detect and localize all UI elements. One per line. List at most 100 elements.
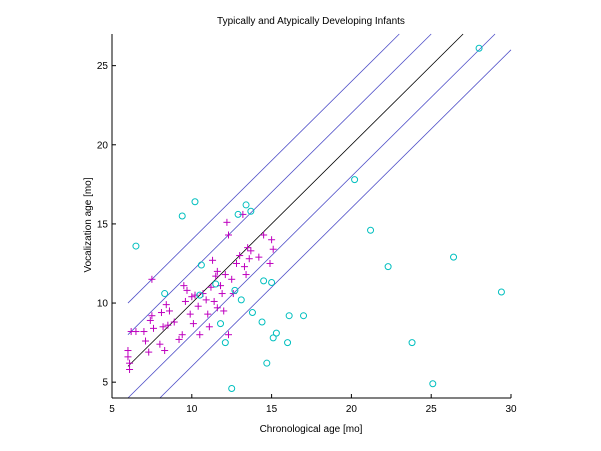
circle-marker-14: [247, 207, 255, 215]
cross-marker-0: [124, 347, 132, 355]
cross-marker-10: [148, 312, 156, 320]
circle-marker-23: [285, 312, 293, 320]
cross-marker-42: [220, 307, 228, 315]
cross-marker-43: [221, 271, 229, 279]
axes: [111, 34, 511, 399]
x-tick-label: 15: [266, 404, 278, 415]
cross-marker-58: [266, 259, 274, 267]
circle-marker-5: [197, 261, 205, 269]
data-markers: [124, 44, 505, 393]
cross-marker-34: [205, 323, 213, 331]
cross-marker-61: [225, 331, 233, 339]
cross-marker-12: [149, 324, 157, 332]
circle-marker-20: [269, 334, 277, 342]
cross-marker-54: [245, 255, 253, 263]
circle-marker-4: [196, 291, 204, 299]
circle-marker-16: [258, 318, 266, 326]
reference-line-2: [127, 33, 464, 367]
cross-marker-55: [247, 247, 255, 255]
cross-marker-33: [204, 310, 212, 318]
circle-marker-22: [284, 339, 292, 347]
circle-marker-30: [450, 253, 458, 261]
cross-marker-35: [207, 283, 215, 291]
circle-marker-21: [272, 329, 280, 337]
ticks: 5 10 15 20 25 30 5 10 15 20 25: [97, 61, 517, 415]
cross-marker-62: [202, 296, 210, 304]
circle-marker-24: [300, 312, 308, 320]
cross-marker-21: [175, 335, 183, 343]
circle-marker-11: [234, 210, 242, 218]
cross-marker-24: [181, 297, 189, 305]
cross-marker-57: [260, 231, 268, 239]
circle-marker-26: [367, 226, 375, 234]
cross-marker-20: [170, 318, 178, 326]
y-tick-label: 5: [102, 378, 108, 389]
x-tick-label: 5: [109, 404, 115, 415]
cross-marker-50: [239, 210, 247, 218]
cross-marker-14: [157, 309, 165, 317]
circle-marker-19: [268, 278, 276, 286]
reference-line-1: [127, 33, 496, 399]
cross-marker-29: [191, 291, 199, 299]
cross-marker-23: [180, 282, 188, 290]
cross-marker-2: [126, 359, 134, 367]
cross-marker-39: [213, 304, 221, 312]
cross-marker-8: [145, 348, 153, 356]
y-tick-label: 25: [97, 61, 109, 72]
circle-marker-17: [260, 277, 268, 285]
x-tick-label: 25: [426, 404, 438, 415]
cross-marker-6: [140, 328, 148, 336]
x-axis-label: Chronological age [mo]: [260, 424, 363, 435]
cross-marker-16: [161, 347, 169, 355]
cross-marker-30: [194, 302, 202, 310]
cross-marker-37: [210, 297, 218, 305]
cross-marker-52: [242, 271, 250, 279]
cross-marker-48: [232, 259, 240, 267]
circle-marker-32: [497, 288, 505, 296]
cross-marker-45: [225, 231, 233, 239]
cross-marker-5: [132, 328, 140, 336]
cross-marker-9: [146, 316, 154, 324]
reference-line-3: [127, 33, 432, 335]
circle-marker-18: [263, 359, 271, 367]
circle-marker-15: [248, 309, 256, 317]
circle-marker-13: [242, 201, 250, 209]
circle-marker-6: [212, 280, 220, 288]
cross-marker-25: [183, 286, 191, 294]
cross-marker-44: [223, 218, 231, 226]
cross-marker-18: [164, 321, 172, 329]
cross-marker-60: [269, 245, 277, 253]
cross-marker-26: [186, 310, 194, 318]
x-tick-label: 30: [505, 404, 517, 415]
circle-marker-25: [351, 176, 359, 184]
circle-marker-29: [429, 380, 437, 388]
y-tick-label: 10: [97, 299, 109, 310]
cross-marker-49: [236, 252, 244, 260]
circle-marker-0: [132, 242, 140, 250]
cross-marker-15: [159, 323, 167, 331]
circle-marker-7: [217, 320, 225, 328]
circle-marker-12: [237, 296, 245, 304]
cross-marker-27: [188, 293, 196, 301]
reference-line-4: [127, 33, 400, 304]
cross-marker-56: [255, 253, 263, 261]
circle-marker-27: [384, 263, 392, 271]
y-tick-label: 20: [97, 140, 109, 151]
circle-marker-9: [228, 385, 236, 393]
cross-marker-36: [209, 256, 217, 264]
circle-marker-2: [178, 212, 186, 220]
cross-marker-22: [178, 331, 186, 339]
cross-marker-17: [162, 301, 170, 309]
reference-lines: [127, 33, 512, 399]
cross-marker-46: [228, 275, 236, 283]
cross-marker-11: [148, 275, 156, 283]
cross-marker-28: [189, 320, 197, 328]
circle-marker-10: [231, 286, 239, 294]
cross-marker-38: [212, 272, 220, 280]
circle-marker-31: [475, 44, 483, 52]
cross-marker-59: [268, 236, 276, 244]
cross-marker-31: [196, 331, 204, 339]
cross-marker-19: [165, 307, 173, 315]
y-axis-label: Vocalization age [mo]: [83, 177, 94, 272]
